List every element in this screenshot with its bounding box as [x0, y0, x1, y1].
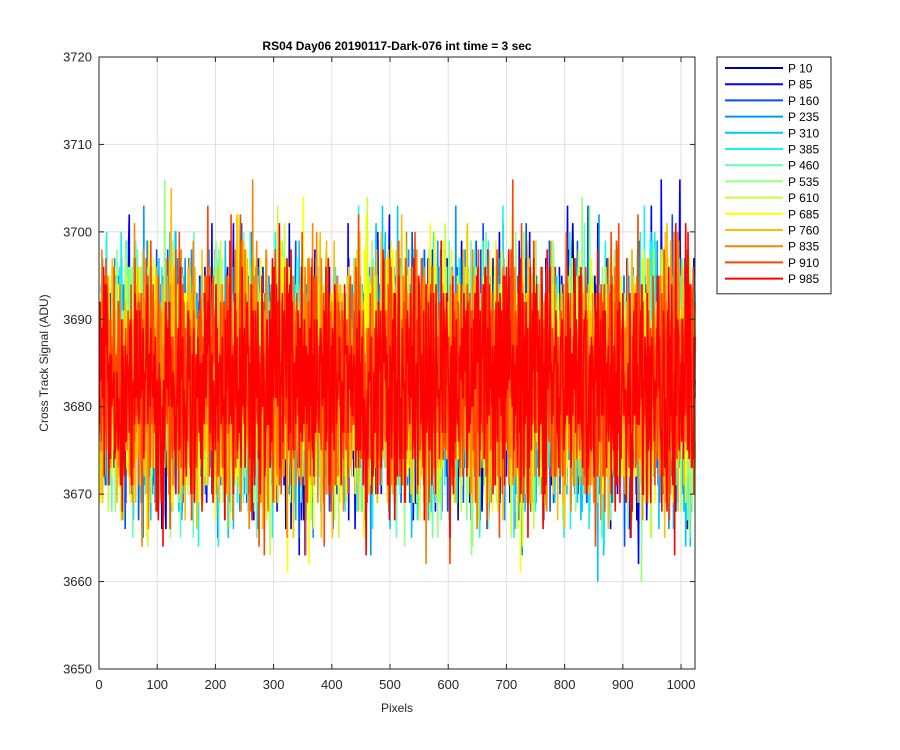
x-tick-label: 200 [205, 677, 227, 692]
series-lines [98, 179, 696, 582]
legend-label: P 610 [788, 191, 819, 205]
legend-label: P 685 [788, 207, 819, 221]
x-tick-label: 600 [437, 677, 459, 692]
y-tick-label: 3680 [63, 399, 92, 414]
legend-label: P 85 [788, 78, 813, 92]
legend-box [716, 56, 832, 295]
legend-label: P 535 [788, 175, 819, 189]
y-tick-label: 3720 [63, 50, 92, 65]
legend-label: P 835 [788, 240, 819, 254]
legend-label: P 985 [788, 272, 819, 286]
y-tick-label: 3650 [63, 662, 92, 677]
x-tick-label: 900 [612, 677, 634, 692]
y-axis-label: Cross Track Signal (ADU) [37, 294, 51, 431]
x-tick-label: 400 [321, 677, 343, 692]
x-tick-label: 0 [95, 677, 102, 692]
x-tick-label: 1000 [667, 677, 696, 692]
x-tick-label: 700 [496, 677, 518, 692]
x-tick-label: 300 [263, 677, 285, 692]
legend-label: P 10 [788, 62, 813, 76]
y-tick-label: 3660 [63, 574, 92, 589]
x-axis-label: Pixels [381, 701, 413, 715]
x-tick-label: 500 [379, 677, 401, 692]
ticks: 0 100 200 300 400 500 600 700 800 900 1000 3650 3660… [63, 50, 695, 693]
legend-label: P 160 [788, 94, 819, 108]
legend-label: P 910 [788, 256, 819, 270]
x-tick-label: 100 [146, 677, 168, 692]
series-line [98, 223, 696, 556]
axes-frame [98, 56, 696, 670]
legend: P 10 P 85 P 160 P 235 P 310 P 385 P 460 P 535 P … [716, 56, 832, 295]
chart-title: RS04 Day06 20190117-Dark-076 int time = … [262, 39, 532, 53]
legend-label: P 385 [788, 143, 819, 157]
y-tick-label: 3710 [63, 137, 92, 152]
y-tick-label: 3690 [63, 312, 92, 327]
legend-label: P 460 [788, 159, 819, 173]
y-tick-label: 3670 [63, 487, 92, 502]
legend-label: P 310 [788, 126, 819, 140]
legend-label: P 235 [788, 110, 819, 124]
x-tick-label: 800 [554, 677, 576, 692]
y-tick-label: 3700 [63, 224, 92, 239]
legend-label: P 760 [788, 224, 819, 238]
